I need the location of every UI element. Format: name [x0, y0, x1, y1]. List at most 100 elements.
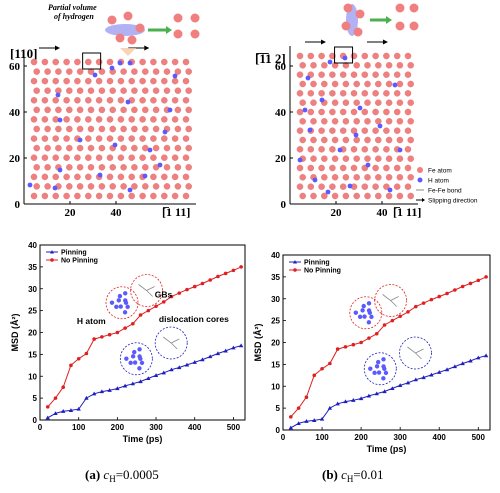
data-point-pinning [327, 405, 333, 410]
data-point-no-pinning [335, 347, 340, 351]
fe-atom [131, 68, 138, 75]
fe-atom [296, 71, 304, 78]
fe-atom [342, 136, 350, 144]
fe-atom [385, 62, 393, 69]
fe-atom [372, 90, 379, 97]
legend-label: No Pinning [304, 268, 341, 275]
fe-atom [63, 192, 70, 200]
fe-atom [152, 183, 160, 190]
inset-h-atom [366, 320, 372, 325]
fe-atom [163, 164, 171, 171]
h-atom [97, 172, 103, 178]
fe-atom [353, 136, 360, 144]
fe-atom [393, 183, 401, 190]
fe-atom [117, 173, 125, 181]
fe-atom [321, 80, 328, 88]
fe-atom [353, 155, 360, 162]
data-point-no-pinning [223, 271, 228, 276]
fe-atom [404, 183, 412, 190]
fe-atom [95, 58, 103, 66]
h-atom [57, 117, 63, 123]
inset-arrow-head [166, 26, 172, 34]
data-point-no-pinning [69, 363, 73, 368]
inset-zoom-circle [105, 286, 139, 320]
fe-atom [171, 58, 179, 66]
inset-fe-atom [190, 13, 200, 23]
data-point-pinning [358, 396, 364, 401]
fe-atom [161, 135, 168, 142]
fe-atom [76, 183, 84, 190]
fe-atom [318, 90, 325, 97]
x-tick-label: 300 [393, 433, 407, 442]
fe-atom [55, 106, 62, 114]
fe-atom [299, 118, 306, 125]
fe-atom [307, 146, 315, 153]
data-point-pinning [397, 383, 403, 387]
fe-atom [76, 144, 84, 152]
data-point-no-pinning [84, 351, 89, 356]
data-point-pinning [296, 421, 301, 426]
inset-fe-atom [409, 21, 419, 31]
fe-atom [66, 106, 73, 114]
h-atom [353, 132, 359, 138]
fe-atom [85, 77, 92, 85]
data-point-pinning [319, 416, 325, 421]
fe-atom [385, 99, 393, 106]
fe-atom [98, 87, 106, 94]
fe-atom [350, 52, 358, 60]
inset-h-atom [376, 370, 382, 375]
fe-atom [318, 164, 325, 172]
inset-fe-atom [395, 3, 405, 13]
msd-chart-a: 0 100 200 300 400 500 0 5 10 15 20 25 30 35 40 Time (ps… [10, 241, 246, 444]
x-tick-label: 200 [354, 433, 368, 442]
inset-structure-lines [407, 346, 424, 360]
legend-label: Fe atom [428, 168, 452, 175]
fe-atom [364, 155, 371, 162]
fe-atom [150, 192, 157, 200]
series-line-no-pinning [47, 266, 242, 408]
data-point-pinning [161, 370, 166, 375]
fe-atom [310, 99, 317, 106]
fe-atom [383, 146, 390, 153]
h-atom [147, 147, 153, 153]
inset-h-atom [374, 364, 380, 369]
fe-atom [117, 154, 125, 161]
fe-atom [150, 154, 157, 161]
data-point-no-pinning [289, 415, 293, 419]
fe-atom [375, 99, 382, 106]
inset-zoom-circle [119, 342, 153, 376]
fe-atom [131, 87, 138, 94]
fe-atom [318, 108, 325, 116]
fe-atom [396, 174, 404, 181]
inset-h-atom [362, 314, 367, 319]
data-point-pinning [215, 351, 221, 356]
fe-atom [372, 108, 379, 116]
inset-h-atom [360, 308, 365, 313]
fe-atom [321, 62, 328, 69]
fe-atom [139, 154, 146, 161]
data-point-no-pinning [216, 274, 220, 279]
fe-atom [120, 125, 127, 133]
fe-atom [396, 62, 404, 69]
fe-atom [404, 164, 412, 172]
fe-atom [361, 90, 369, 97]
inset-wedge [120, 48, 136, 56]
fe-atom [404, 52, 412, 60]
fe-atom [33, 164, 40, 171]
y-tick-label: 5 [276, 404, 281, 413]
data-point-pinning [444, 367, 450, 372]
data-point-no-pinning [115, 330, 120, 335]
fe-atom [161, 116, 168, 123]
data-point-no-pinning [231, 268, 236, 273]
h-atom [305, 75, 311, 81]
legend-fe-swatch [417, 167, 423, 173]
h-atom [77, 137, 83, 143]
x-axis-label: Time (ps) [123, 434, 163, 444]
fe-atom [161, 192, 168, 200]
fe-atom [163, 183, 171, 190]
fe-atom [321, 136, 328, 144]
h-atom [327, 59, 333, 65]
data-point-no-pinning [185, 287, 189, 292]
h-atom [297, 157, 303, 163]
fe-atom [128, 135, 135, 142]
